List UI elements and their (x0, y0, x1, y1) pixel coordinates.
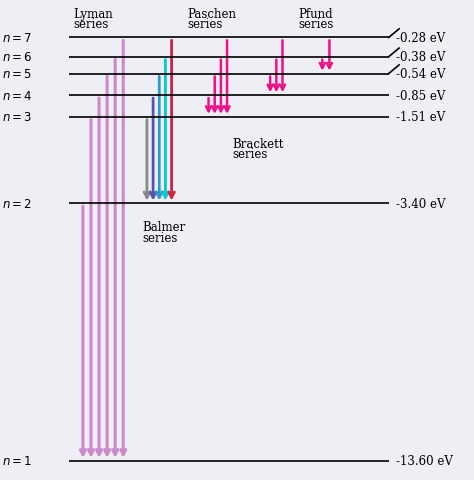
Text: -0.85 eV: -0.85 eV (396, 89, 445, 103)
Text: -0.38 eV: -0.38 eV (396, 51, 445, 64)
Text: $n = 3$: $n = 3$ (2, 111, 33, 124)
Text: -3.40 eV: -3.40 eV (396, 197, 445, 211)
Text: series: series (142, 231, 178, 244)
Text: series: series (232, 148, 268, 161)
Text: Paschen: Paschen (187, 8, 236, 21)
Text: $n = 6$: $n = 6$ (2, 51, 33, 64)
Text: -13.60 eV: -13.60 eV (396, 454, 453, 468)
Text: Pfund: Pfund (299, 8, 333, 21)
Text: $n = 2$: $n = 2$ (2, 197, 33, 211)
Text: $n = 7$: $n = 7$ (2, 32, 33, 45)
Text: series: series (73, 17, 109, 31)
Text: -0.54 eV: -0.54 eV (396, 68, 445, 81)
Text: -0.28 eV: -0.28 eV (396, 32, 445, 45)
Text: $n = 1$: $n = 1$ (2, 454, 33, 468)
Text: Lyman: Lyman (73, 8, 113, 21)
Text: Brackett: Brackett (232, 137, 283, 151)
Text: $n = 4$: $n = 4$ (2, 89, 33, 103)
Text: $n = 5$: $n = 5$ (2, 68, 33, 81)
Text: Balmer: Balmer (142, 220, 185, 234)
Text: series: series (299, 17, 334, 31)
Text: series: series (187, 17, 223, 31)
Text: -1.51 eV: -1.51 eV (396, 111, 445, 124)
